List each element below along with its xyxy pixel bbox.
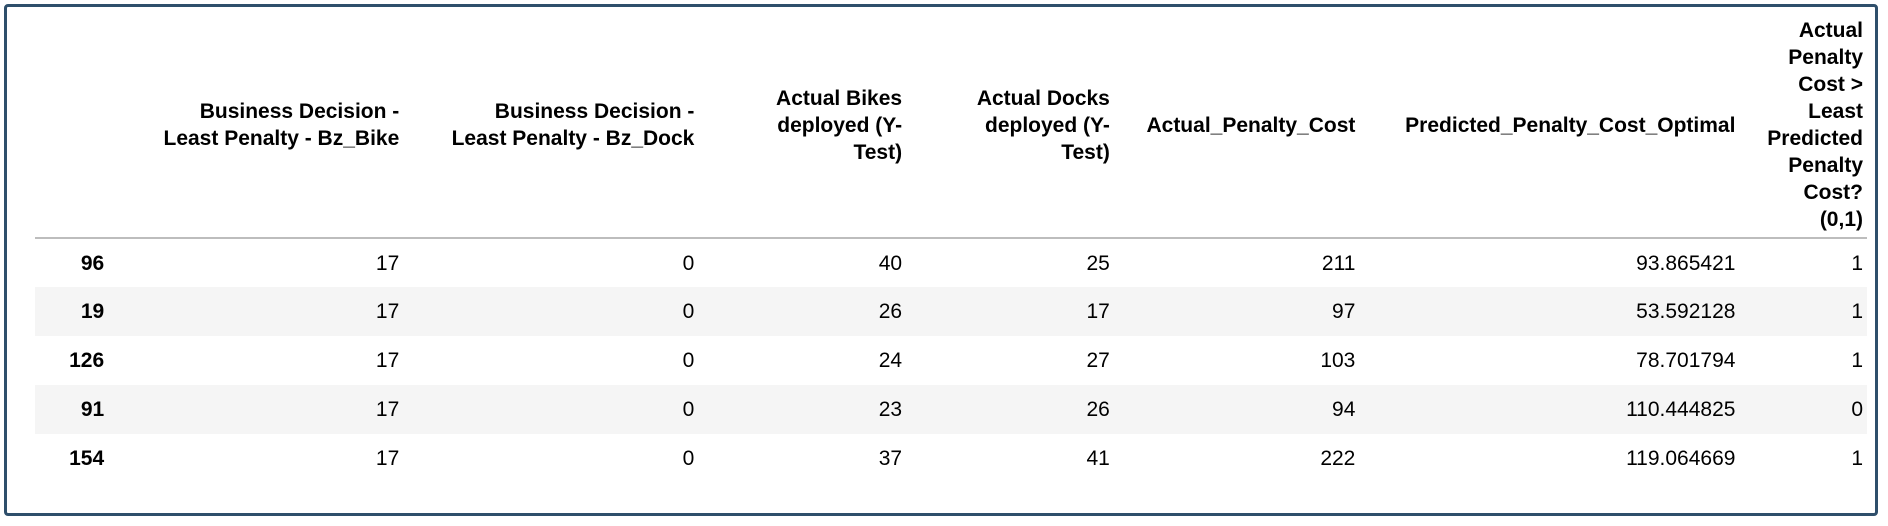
table-cell: 25 xyxy=(1086,251,1110,275)
table-cell: 17 xyxy=(375,300,400,323)
column-header-label: Actual Bikes deployed (Y- Test) xyxy=(776,86,903,164)
table-cell: 17 xyxy=(375,349,400,372)
row-index: 96 xyxy=(80,251,105,275)
table-cell: 94 xyxy=(1332,398,1356,421)
table-cell: 97 xyxy=(1332,300,1356,323)
table-cell: 23 xyxy=(878,398,903,421)
table-row: 96 17 0 40 25 211 93.865421 1 xyxy=(35,238,1867,287)
table-cell: 211 xyxy=(1321,251,1356,275)
table-cell: 24 xyxy=(878,349,903,372)
dataframe-output: Business Decision - Least Penalty - Bz_Bi… xyxy=(4,4,1878,516)
table-row: 19 17 0 26 17 97 53.592128 1 xyxy=(35,287,1867,336)
row-index: 154 xyxy=(69,447,105,470)
column-header-label: Actual Penalty Cost > Least Predicted Penalty… xyxy=(1767,19,1863,231)
table-cell: 17 xyxy=(375,251,400,275)
row-index: 19 xyxy=(80,300,105,323)
table-cell: 222 xyxy=(1320,447,1356,470)
table-cell: 37 xyxy=(878,447,903,470)
table-cell: 1 xyxy=(1851,349,1863,372)
column-header-label: Predicted_Penalty_Cost_Optimal xyxy=(1405,113,1736,137)
row-index: 126 xyxy=(69,349,105,372)
column-header-label: Actual Docks deployed (Y- Test) xyxy=(976,86,1110,164)
table-header: Business Decision - Least Penalty - Bz_Bi… xyxy=(35,13,1867,239)
column-header-label: Business Decision - Least Penalty - Bz_Do… xyxy=(451,100,695,150)
column-header-label: Actual_Penalty_Cost xyxy=(1146,113,1356,137)
column-header: Actual Docks deployed (Y- Test) xyxy=(906,13,1114,239)
table-cell: 1 xyxy=(1851,447,1863,470)
table-cell: 78.701794 xyxy=(1636,349,1736,372)
table-cell: 1 xyxy=(1851,251,1863,275)
table-cell: 0 xyxy=(1851,398,1863,421)
table-cell: 0 xyxy=(682,251,695,275)
table-row: 154 17 0 37 41 222 119.064669 1 xyxy=(35,434,1867,483)
table-cell: 17 xyxy=(375,447,400,470)
table-cell: 17 xyxy=(1086,300,1110,323)
table-cell: 1 xyxy=(1851,300,1863,323)
row-index: 91 xyxy=(80,398,105,421)
column-header-label: Business Decision - Least Penalty - Bz_Bi… xyxy=(163,100,400,150)
table-cell: 110.444825 xyxy=(1626,398,1736,421)
table-cell: 0 xyxy=(682,349,695,372)
table-cell: 103 xyxy=(1320,349,1356,372)
column-header: Actual Penalty Cost > Least Predicted Penalty… xyxy=(1739,13,1867,239)
table-cell: 93.865421 xyxy=(1636,251,1736,275)
header-row: Business Decision - Least Penalty - Bz_Bi… xyxy=(35,13,1867,239)
column-header: Business Decision - Least Penalty - Bz_Bi… xyxy=(108,13,404,239)
column-header: Business Decision - Least Penalty - Bz_Do… xyxy=(403,13,699,239)
results-table: Business Decision - Least Penalty - Bz_Bi… xyxy=(35,13,1867,483)
table-cell: 26 xyxy=(878,300,903,323)
column-header: Predicted_Penalty_Cost_Optimal xyxy=(1359,13,1740,239)
table-row: 126 17 0 24 27 103 78.701794 1 xyxy=(35,336,1867,385)
table-cell: 41 xyxy=(1086,447,1110,470)
table-cell: 53.592128 xyxy=(1636,300,1736,323)
column-header: Actual_Penalty_Cost xyxy=(1113,13,1360,239)
table-cell: 40 xyxy=(878,251,903,275)
table-cell: 0 xyxy=(682,447,695,470)
index-header xyxy=(35,13,109,239)
table-cell: 0 xyxy=(682,398,695,421)
table-cell: 119.064669 xyxy=(1626,447,1736,470)
table-row: 91 17 0 23 26 94 110.444825 0 xyxy=(35,385,1867,434)
table-body: 96 17 0 40 25 211 93.865421 1 19 17 0 26 17 97 53.5921… xyxy=(35,238,1867,483)
table-cell: 27 xyxy=(1086,349,1110,372)
table-cell: 26 xyxy=(1086,398,1110,421)
column-header: Actual Bikes deployed (Y- Test) xyxy=(698,13,907,239)
table-cell: 0 xyxy=(682,300,695,323)
table-cell: 17 xyxy=(375,398,400,421)
